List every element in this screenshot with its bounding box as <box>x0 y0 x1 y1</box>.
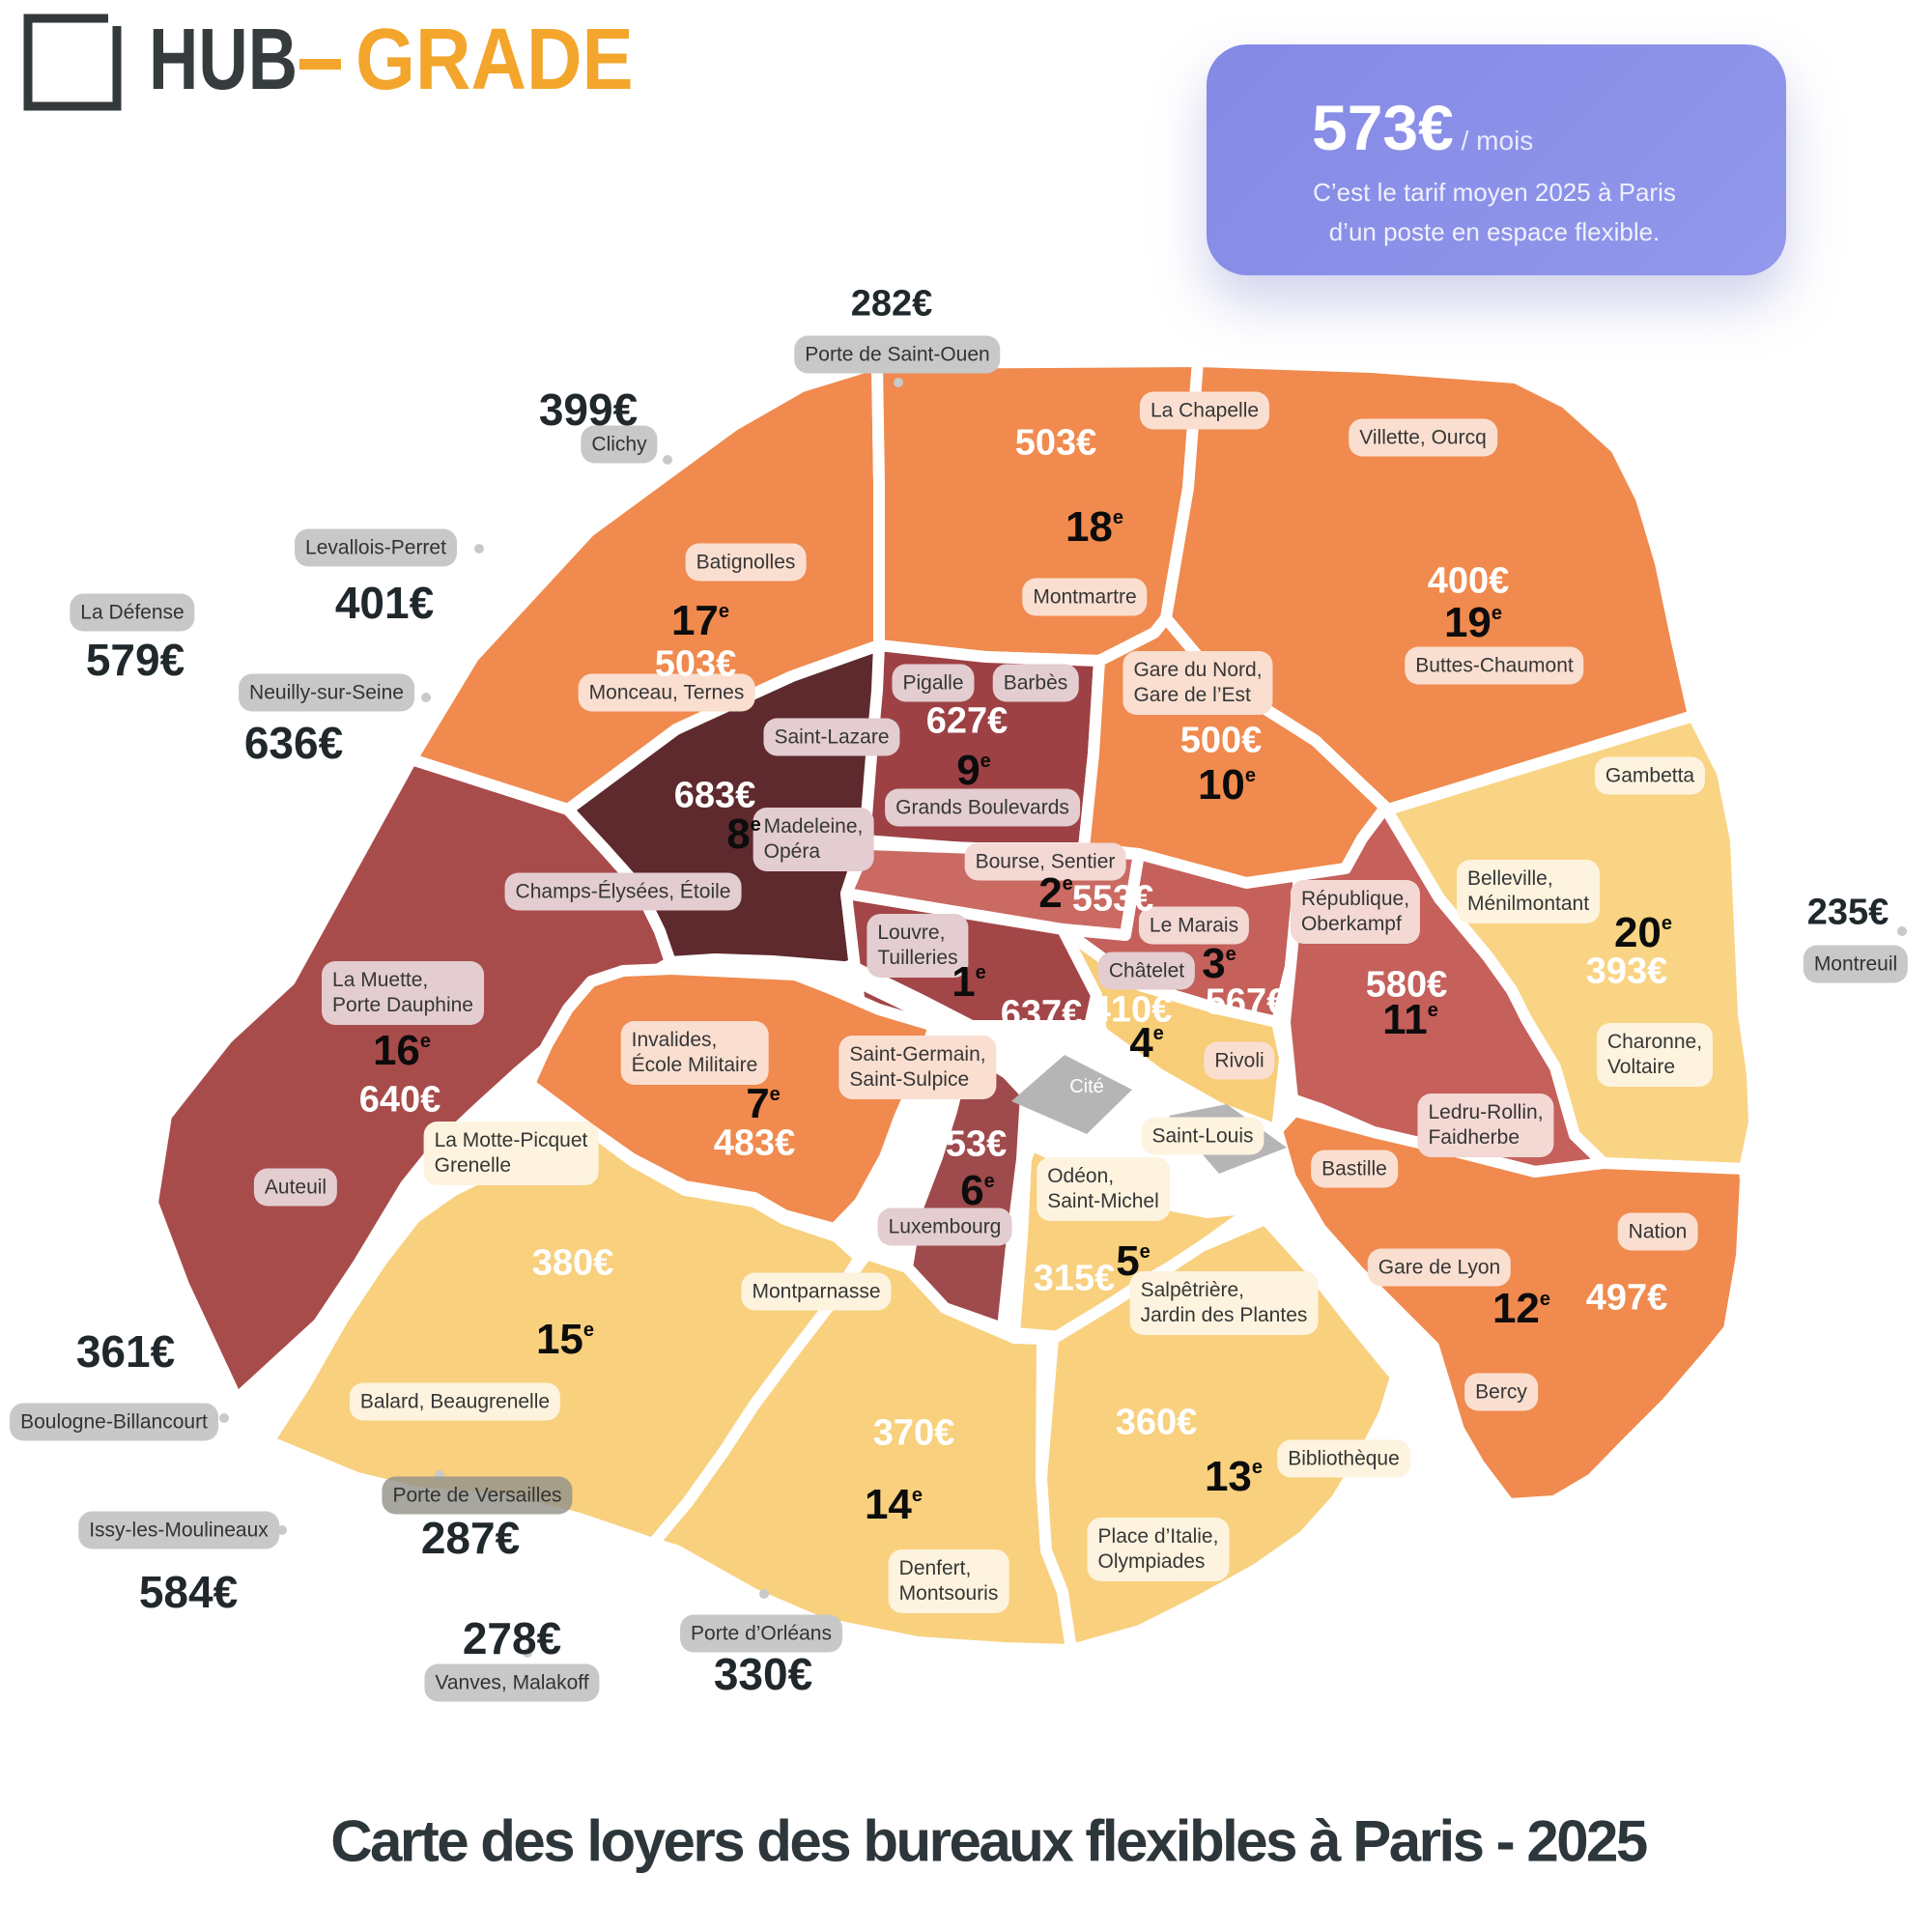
svg-text:Cité: Cité <box>1069 1076 1104 1097</box>
